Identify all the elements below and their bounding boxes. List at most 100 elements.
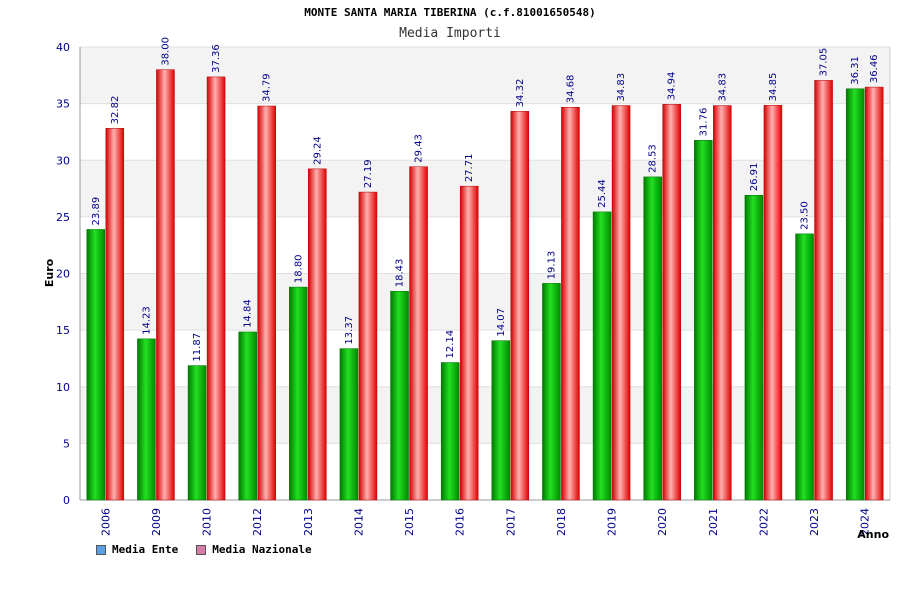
- bar-media-nazionale: [257, 105, 276, 501]
- bar-media-ente: [440, 362, 460, 501]
- y-tick-label: 15: [56, 324, 70, 337]
- data-label-media-ente: 23.89: [91, 197, 102, 226]
- x-tick-label: 2020: [656, 508, 669, 536]
- bar-media-ente: [694, 140, 713, 501]
- bar-media-nazionale: [358, 191, 378, 501]
- x-tick-label: 2017: [504, 508, 517, 536]
- bar-media-ente: [390, 291, 409, 501]
- bar-media-nazionale: [864, 86, 884, 501]
- data-label-media-nazionale: 34.68: [565, 75, 576, 104]
- y-axis-label: Euro: [43, 258, 56, 287]
- y-tick-label: 30: [56, 154, 70, 167]
- data-label-media-ente: 14.23: [141, 306, 152, 335]
- bar-media-nazionale: [763, 105, 783, 501]
- bar-media-nazionale: [206, 76, 226, 501]
- legend-swatch-ente: [96, 544, 106, 555]
- x-tick-label: 2010: [201, 508, 214, 536]
- bar-media-ente: [491, 340, 511, 501]
- x-tick-label: 2023: [808, 508, 821, 536]
- data-label-media-nazionale: 29.24: [312, 136, 323, 165]
- y-tick-label: 0: [63, 494, 70, 507]
- x-tick-label: 2006: [99, 508, 112, 536]
- bar-media-nazionale: [409, 166, 428, 501]
- y-tick-label: 25: [56, 211, 70, 224]
- bar-media-ente: [339, 348, 359, 501]
- bar-media-ente: [542, 283, 561, 501]
- chart-subtitle: Media Importi: [399, 26, 501, 41]
- bar-media-nazionale: [561, 106, 580, 501]
- legend: Media Ente Media Nazionale: [96, 543, 312, 556]
- data-label-media-nazionale: 37.36: [211, 44, 222, 73]
- bar-media-ente: [795, 233, 814, 501]
- bar-media-ente: [137, 338, 156, 501]
- data-label-media-ente: 26.91: [749, 163, 760, 192]
- data-label-media-nazionale: 34.79: [262, 73, 273, 102]
- bar-media-ente: [187, 365, 207, 501]
- x-tick-label: 2024: [859, 508, 872, 536]
- data-label-media-ente: 28.53: [648, 144, 659, 173]
- bar-media-ente: [845, 88, 865, 501]
- data-label-media-nazionale: 34.32: [515, 79, 526, 108]
- legend-item-ente: Media Ente: [96, 543, 178, 556]
- x-tick-label: 2013: [302, 508, 315, 536]
- x-tick-label: 2022: [757, 508, 770, 536]
- bar-media-nazionale: [308, 168, 327, 501]
- data-label-media-ente: 18.43: [395, 259, 406, 288]
- x-axis-label: Anno: [857, 528, 889, 541]
- legend-item-nazionale: Media Nazionale: [196, 543, 312, 556]
- bar-media-nazionale: [611, 105, 631, 501]
- chart-title: MONTE SANTA MARIA TIBERINA (c.f.81001650…: [304, 6, 595, 19]
- x-tick-label: 2009: [150, 508, 163, 536]
- x-tick-label: 2014: [352, 508, 365, 536]
- data-label-media-nazionale: 38.00: [160, 37, 171, 66]
- data-label-media-nazionale: 27.71: [464, 154, 475, 183]
- data-label-media-nazionale: 34.83: [616, 73, 627, 102]
- data-label-media-ente: 36.31: [850, 56, 861, 85]
- bar-media-ente: [289, 286, 308, 501]
- bar-media-ente: [238, 331, 257, 501]
- data-label-media-nazionale: 37.05: [819, 48, 830, 77]
- legend-swatch-nazionale: [196, 544, 207, 555]
- x-tick-label: 2012: [251, 508, 264, 536]
- data-label-media-ente: 31.76: [698, 108, 709, 137]
- y-tick-label: 20: [56, 268, 70, 281]
- y-tick-label: 40: [56, 41, 70, 54]
- data-label-media-ente: 18.80: [293, 254, 304, 283]
- legend-label-nazionale: Media Nazionale: [212, 543, 312, 556]
- data-label-media-nazionale: 27.19: [363, 159, 374, 188]
- data-label-media-ente: 14.84: [243, 299, 254, 328]
- data-label-media-ente: 14.07: [496, 308, 507, 337]
- data-label-media-nazionale: 34.83: [717, 73, 728, 102]
- bar-media-ente: [592, 211, 612, 501]
- bar-media-nazionale: [459, 185, 479, 501]
- bar-media-nazionale: [156, 69, 175, 501]
- y-tick-label: 10: [56, 381, 70, 394]
- y-tick-label: 5: [63, 437, 70, 450]
- x-tick-label: 2016: [454, 508, 467, 536]
- y-tick-label: 35: [56, 98, 70, 111]
- bar-media-nazionale: [662, 104, 681, 501]
- data-label-media-ente: 19.13: [546, 251, 557, 280]
- data-label-media-nazionale: 32.82: [110, 96, 121, 125]
- x-tick-label: 2019: [606, 508, 619, 536]
- bar-media-ente: [744, 194, 764, 501]
- bar-media-ente: [643, 176, 662, 501]
- data-label-media-ente: 13.37: [344, 316, 355, 345]
- legend-label-ente: Media Ente: [112, 543, 179, 556]
- data-label-media-ente: 12.14: [445, 330, 456, 359]
- bar-media-nazionale: [105, 128, 125, 501]
- x-tick-label: 2015: [403, 508, 416, 536]
- bar-media-nazionale: [814, 80, 833, 501]
- data-label-media-nazionale: 34.94: [667, 72, 678, 101]
- data-label-media-nazionale: 36.46: [869, 54, 880, 83]
- bar-media-ente: [86, 229, 106, 501]
- bar-media-nazionale: [510, 111, 530, 501]
- data-label-media-nazionale: 34.85: [768, 73, 779, 102]
- x-tick-label: 2018: [555, 508, 568, 536]
- x-tick-label: 2021: [707, 508, 720, 536]
- data-label-media-nazionale: 29.43: [414, 134, 425, 163]
- data-label-media-ente: 23.50: [800, 201, 811, 230]
- data-label-media-ente: 11.87: [192, 333, 203, 362]
- bar-media-nazionale: [713, 105, 732, 501]
